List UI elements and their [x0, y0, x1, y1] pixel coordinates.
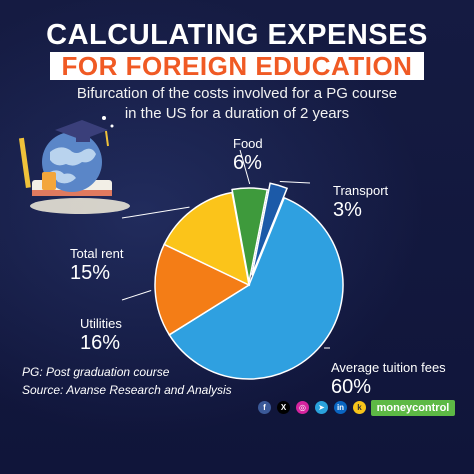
x-icon[interactable]: X	[277, 401, 290, 414]
pie-slice-total-rent	[163, 191, 251, 287]
title-line-2: FOR FOREIGN EDUCATION	[50, 52, 424, 80]
label-tuition-name: Average tuition fees	[331, 360, 446, 375]
label-tuition-value: 60%	[331, 376, 372, 398]
leader-line	[279, 181, 311, 184]
subtitle-line-2: in the US for a duration of 2 years	[124, 105, 350, 122]
leader-line	[121, 289, 152, 301]
label-utilities-value: 16%	[80, 332, 121, 354]
pie-slice-average-tuition-fees	[168, 196, 344, 380]
label-tuition: Average tuition fees 60%	[331, 360, 446, 399]
source-note: Source: Avanse Research and Analysis	[22, 383, 232, 397]
label-transport: Transport 3%	[333, 183, 388, 222]
label-utilities-name: Utilities	[80, 316, 122, 331]
label-transport-name: Transport	[333, 183, 389, 198]
label-utilities: Utilities 16%	[80, 316, 122, 355]
footnote: PG: Post graduation course	[22, 365, 170, 379]
pie-slice-food	[231, 187, 269, 283]
label-food-name: Food	[233, 136, 263, 151]
facebook-icon[interactable]: f	[258, 401, 271, 414]
title-line-1: CALCULATING EXPENSES	[46, 19, 428, 51]
pie-slice-utilities	[154, 243, 251, 336]
label-rent: Total rent 15%	[70, 246, 123, 285]
label-rent-name: Total rent	[70, 246, 124, 261]
telegram-icon[interactable]: ➤	[315, 401, 328, 414]
leader-line	[121, 206, 190, 219]
label-transport-value: 3%	[333, 199, 362, 221]
linkedin-icon[interactable]: in	[334, 401, 347, 414]
brand-logo: moneycontrol	[371, 400, 455, 416]
instagram-icon[interactable]: ◎	[296, 401, 309, 414]
label-food-value: 6%	[233, 152, 262, 174]
label-rent-value: 15%	[70, 262, 111, 284]
pie-slice-transport	[251, 182, 289, 276]
label-food: Food 6%	[233, 136, 263, 175]
subtitle-line-1: Bifurcation of the costs involved for a …	[76, 85, 398, 102]
koo-icon[interactable]: k	[353, 401, 366, 414]
leader-line	[239, 149, 251, 185]
education-illustration	[18, 116, 130, 214]
